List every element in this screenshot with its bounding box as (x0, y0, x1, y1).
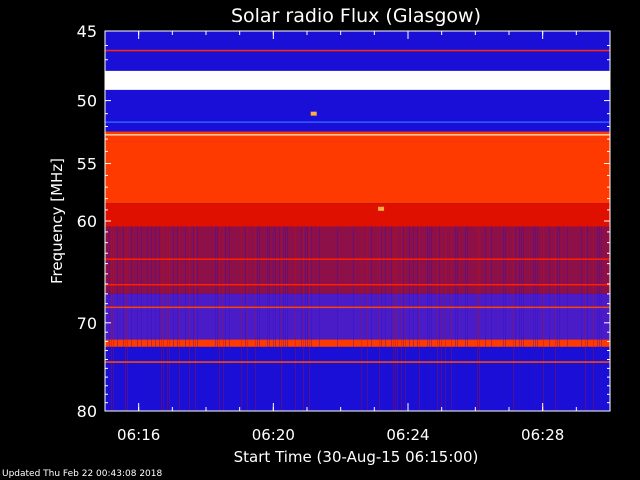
frequency-band-6 (105, 226, 610, 294)
chart-title: Solar radio Flux (Glasgow) (231, 5, 481, 27)
burst-1 (310, 111, 317, 116)
x-axis: 06:16 06:20 06:24 06:28 (104, 31, 611, 444)
frequency-band-7 (105, 293, 610, 340)
y-tick-label-70: 70 (77, 314, 97, 333)
frequency-band-2 (105, 89, 610, 132)
y-tick-label-80: 80 (77, 402, 97, 421)
update-timestamp: Updated Thu Feb 22 00:43:08 2018 (2, 469, 163, 479)
y-tick-label-55: 55 (77, 155, 97, 174)
frequency-band-1 (105, 70, 610, 90)
frequency-band-8 (105, 339, 610, 347)
interference-lines (105, 49, 610, 363)
y-tick-label-45: 45 (77, 22, 97, 41)
spectrogram-texture (109, 226, 602, 411)
x-tick-label-06:20: 06:20 (252, 426, 295, 444)
x-tick-label-06:24: 06:24 (386, 426, 429, 444)
y-axis-label: Frequency [MHz] (48, 158, 66, 284)
x-tick-label-06:28: 06:28 (521, 426, 564, 444)
y-tick-label-50: 50 (77, 92, 97, 111)
frequency-band-3 (105, 131, 610, 142)
frequency-band-9 (105, 346, 610, 411)
frequency-band-4 (105, 141, 610, 204)
y-axis: 45 50 55 60 70 80 (77, 22, 610, 421)
y-tick-label-60: 60 (77, 212, 97, 231)
burst-0 (378, 206, 385, 211)
plot-area (105, 31, 610, 411)
x-axis-label: Start Time (30-Aug-15 06:15:00) (234, 448, 479, 466)
frequency-band-5 (105, 203, 610, 227)
x-tick-label-06:16: 06:16 (117, 426, 160, 444)
